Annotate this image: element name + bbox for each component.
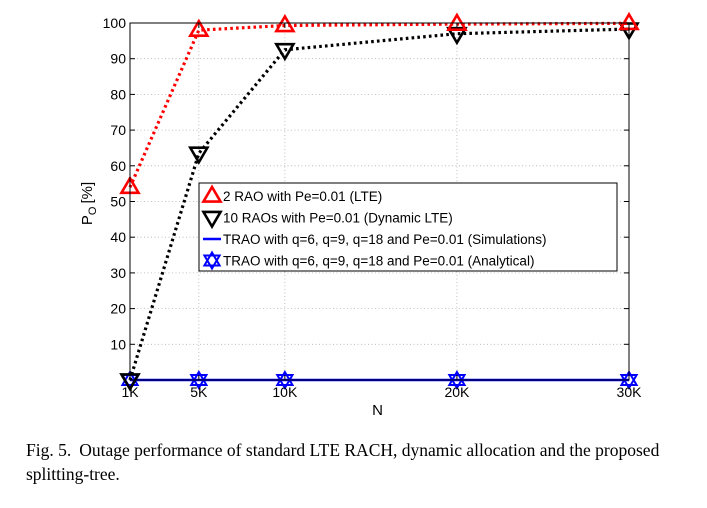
y-tick-label-1: 20 [110, 301, 126, 317]
series-1-point-3 [446, 26, 468, 46]
y-axis-label-sub: O [87, 206, 99, 215]
legend-label-2: TRAO with q=6, q=9, q=18 and Pe=0.01 (Si… [223, 232, 546, 247]
series-0-point-2 [274, 13, 296, 33]
x-tick-label-4: 30K [617, 384, 643, 400]
outage-chart: 10 20 30 40 50 60 70 80 90 100 1K 5K 10K 20K 30K N PO [%]… [79, 11, 642, 419]
x-tick-label-2: 10K [272, 384, 298, 400]
y-tick-label-4: 50 [110, 194, 126, 210]
y-tick-label-3: 40 [110, 229, 126, 245]
y-tick-label-0: 10 [110, 336, 126, 352]
caption-text: Outage performance of standard LTE RACH,… [26, 440, 660, 484]
legend-entry-3: TRAO with q=6, q=9, q=18 and Pe=0.01 (An… [202, 250, 534, 271]
figure-caption: Fig. 5. Outage performance of standard LT… [26, 438, 696, 486]
y-tick-label-9: 100 [103, 15, 127, 31]
legend-swatch-0 [201, 184, 223, 203]
y-tick-label-2: 30 [110, 265, 126, 281]
legend-box [198, 182, 618, 272]
series-1-line [128, 27, 630, 381]
legend-swatch-3 [202, 250, 222, 271]
legend: 2 RAO with Pe=0.01 (LTE) 10 RAOs with Pe=… [198, 182, 618, 272]
y-tick-label-7: 80 [110, 86, 126, 102]
y-axis-label: PO [%] [79, 182, 99, 225]
caption-label: Fig. 5. [26, 440, 72, 460]
legend-entry-2: TRAO with q=6, q=9, q=18 and Pe=0.01 (Si… [203, 232, 546, 247]
series-1 [119, 22, 640, 392]
axes: 10 20 30 40 50 60 70 80 90 100 1K 5K 10K 20K 30K N PO [%] [79, 15, 642, 419]
legend-entry-0: 2 RAO with Pe=0.01 (LTE) [201, 184, 382, 204]
series-0-point-3 [446, 12, 468, 31]
y-tick-label-6: 70 [110, 122, 126, 138]
x-tick-label-1: 5K [190, 384, 208, 400]
y-tick-label-8: 90 [110, 51, 126, 67]
x-tick-label-0: 1K [121, 384, 139, 400]
legend-entry-1: 10 RAOs with Pe=0.01 (Dynamic LTE) [201, 210, 453, 230]
series-1-point-1 [188, 146, 210, 165]
series-0-point-1 [188, 18, 210, 38]
y-axis-label-main: P [79, 215, 96, 225]
y-axis-label-unit: [%] [79, 182, 96, 204]
legend-label-0: 2 RAO with Pe=0.01 (LTE) [223, 189, 382, 204]
legend-label-3: TRAO with q=6, q=9, q=18 and Pe=0.01 (An… [223, 254, 534, 269]
y-tick-label-5: 60 [110, 158, 126, 174]
legend-label-1: 10 RAOs with Pe=0.01 (Dynamic LTE) [223, 211, 453, 226]
x-axis-label: N [372, 402, 383, 419]
x-tick-label-3: 20K [444, 384, 470, 400]
series-1-point-2 [274, 42, 296, 62]
legend-swatch-1 [201, 210, 223, 230]
